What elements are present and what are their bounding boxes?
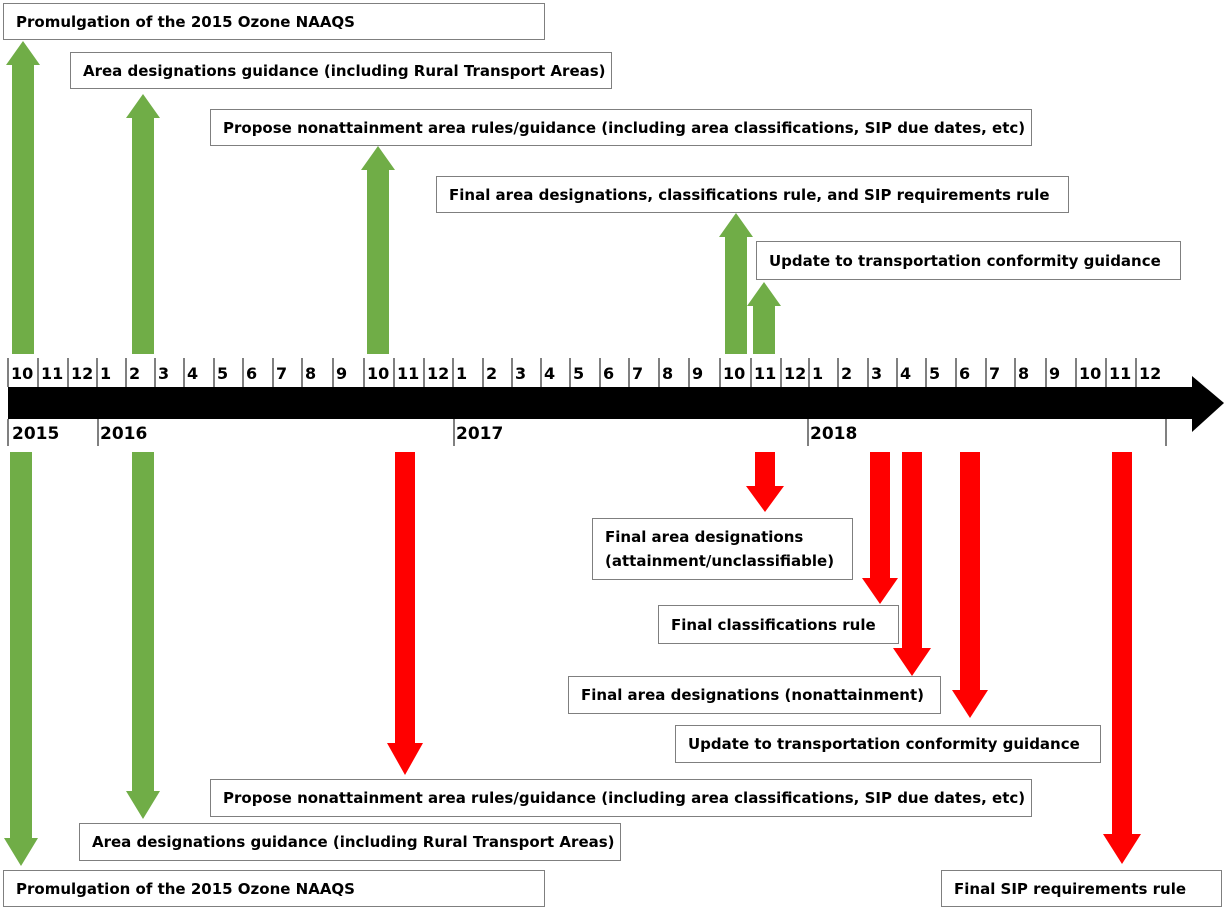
month-label: 8	[662, 364, 674, 383]
month-label: 2	[129, 364, 141, 383]
year-label-2015: 2015	[12, 424, 60, 444]
month-label: 12	[1139, 364, 1162, 383]
top-event-propose-nonattainment-rules: Propose nonattainment area rules/guidanc…	[210, 109, 1032, 146]
month-label: 6	[959, 364, 971, 383]
month-label: 7	[989, 364, 1001, 383]
top-event-area-designations-guidance: Area designations guidance (including Ru…	[70, 52, 612, 89]
timeline-bar	[8, 387, 1194, 419]
month-label: 3	[871, 364, 883, 383]
up-arrow-area-designations-guidance	[126, 94, 160, 354]
month-label: 2	[841, 364, 853, 383]
month-label: 7	[632, 364, 644, 383]
month-label: 10	[723, 364, 746, 383]
month-label: 3	[515, 364, 527, 383]
month-label: 5	[217, 364, 229, 383]
year-label-2016: 2016	[100, 424, 148, 444]
month-label: 12	[427, 364, 450, 383]
month-label: 4	[187, 364, 199, 383]
timeline-arrowhead	[1192, 376, 1224, 432]
month-label: 7	[276, 364, 288, 383]
down-arrow-propose-nonattainment	[387, 452, 423, 775]
up-arrow-final-designations	[719, 213, 753, 354]
month-label: 11	[397, 364, 420, 383]
month-label: 4	[900, 364, 912, 383]
down-arrow-area-designations-guidance	[126, 452, 160, 819]
month-label: 11	[41, 364, 64, 383]
month-label: 11	[1109, 364, 1132, 383]
bottom-event-line-1: Final area designations	[605, 528, 804, 546]
down-arrow-final-designations-attainment	[746, 452, 784, 512]
top-event-final-designations-classifications-sip: Final area designations, classifications…	[436, 176, 1069, 213]
bottom-event-final-classifications-rule: Final classifications rule	[658, 605, 899, 644]
month-label: 1	[456, 364, 468, 383]
month-label: 1	[812, 364, 824, 383]
down-arrow-final-classifications	[862, 452, 898, 604]
month-label: 3	[158, 364, 170, 383]
bottom-event-final-designations-nonattainment: Final area designations (nonattainment)	[568, 676, 941, 714]
month-label: 8	[305, 364, 317, 383]
down-arrow-promulgation	[4, 452, 38, 866]
down-arrow-transportation-conformity	[952, 452, 988, 718]
month-label: 12	[71, 364, 94, 383]
down-arrow-final-sip-requirements	[1103, 452, 1141, 864]
bottom-event-area-designations-guidance: Area designations guidance (including Ru…	[79, 823, 621, 861]
bottom-event-final-designations-attainment: Final area designations (attainment/uncl…	[592, 518, 853, 580]
year-label-2018: 2018	[810, 424, 858, 444]
month-label: 9	[1049, 364, 1061, 383]
month-label: 12	[784, 364, 807, 383]
month-label: 1	[100, 364, 112, 383]
month-label: 6	[246, 364, 258, 383]
up-arrow-propose-nonattainment	[361, 146, 395, 354]
top-event-transportation-conformity: Update to transportation conformity guid…	[756, 241, 1181, 280]
month-label: 5	[573, 364, 585, 383]
month-label: 4	[544, 364, 556, 383]
month-label: 9	[336, 364, 348, 383]
bottom-event-final-sip-requirements: Final SIP requirements rule	[941, 870, 1222, 907]
month-label: 5	[929, 364, 941, 383]
bottom-event-line-2: (attainment/unclassifiable)	[605, 552, 835, 570]
month-label: 9	[692, 364, 704, 383]
bottom-event-transportation-conformity: Update to transportation conformity guid…	[675, 725, 1101, 763]
bottom-event-propose-nonattainment-rules: Propose nonattainment area rules/guidanc…	[210, 779, 1032, 817]
month-label: 10	[11, 364, 34, 383]
bottom-event-promulgation: Promulgation of the 2015 Ozone NAAQS	[3, 870, 545, 907]
month-label: 6	[603, 364, 615, 383]
top-event-promulgation: Promulgation of the 2015 Ozone NAAQS	[3, 3, 545, 40]
year-label-2017: 2017	[456, 424, 504, 444]
down-arrow-final-designations-nonattainment	[893, 452, 931, 676]
up-arrow-promulgation	[6, 41, 40, 354]
month-label: 2	[486, 364, 498, 383]
up-arrow-transportation-conformity	[747, 282, 781, 354]
month-label: 10	[367, 364, 390, 383]
month-label: 11	[754, 364, 777, 383]
month-label: 8	[1018, 364, 1030, 383]
month-label: 10	[1079, 364, 1102, 383]
